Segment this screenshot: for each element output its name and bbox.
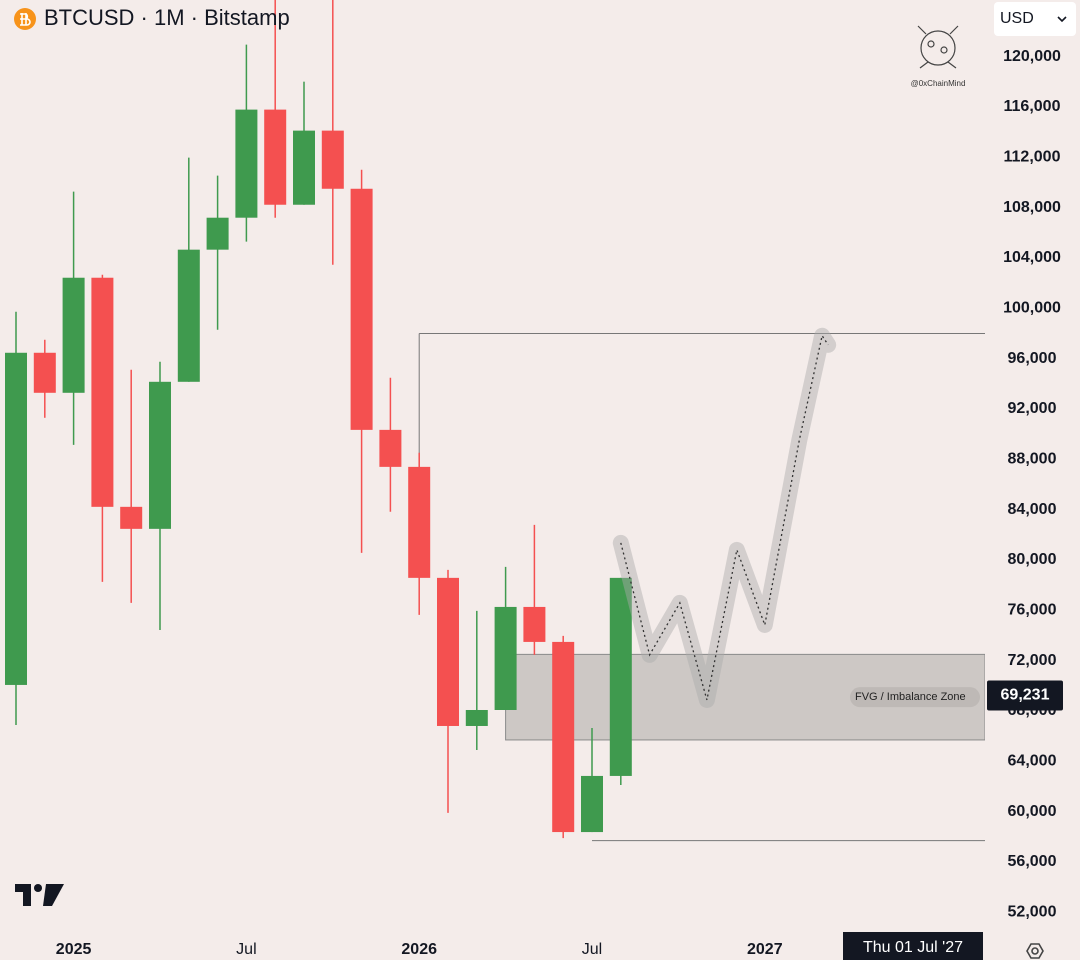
x-tick-label: Jul xyxy=(236,941,256,958)
candle-body xyxy=(91,277,114,507)
last-price-box xyxy=(987,680,1063,711)
watermark-logo xyxy=(917,25,959,69)
candle-body xyxy=(494,606,517,710)
settings-icon[interactable] xyxy=(1026,943,1044,959)
projection-path xyxy=(620,334,829,701)
bitcoin-glyph xyxy=(20,13,31,26)
candle-body xyxy=(523,606,546,642)
y-tick-label: 112,000 xyxy=(1004,149,1061,166)
y-tick-label: 60,000 xyxy=(1008,803,1057,820)
x-tick-label: 2025 xyxy=(56,941,92,958)
candle-body xyxy=(235,109,258,218)
y-tick-label: 108,000 xyxy=(1003,199,1061,216)
candle-body xyxy=(379,429,402,467)
y-tick-label: 72,000 xyxy=(1008,652,1057,669)
candle-body xyxy=(264,109,287,205)
candle-body xyxy=(62,277,85,393)
y-tick-label: 56,000 xyxy=(1008,853,1057,870)
y-tick-label: 76,000 xyxy=(1008,602,1057,619)
candle-body xyxy=(437,577,459,726)
zone-label: FVG / Imbalance Zone xyxy=(855,691,966,703)
candle-body xyxy=(206,217,229,250)
candle-body xyxy=(293,130,315,205)
candle-body xyxy=(552,641,575,833)
chart-title: BTCUSD · 1M · Bitstamp xyxy=(44,5,290,30)
candle-body xyxy=(321,130,344,189)
x-tick-label: Jul xyxy=(582,941,602,958)
x-tick-label: 2027 xyxy=(747,941,783,958)
y-tick-label: 100,000 xyxy=(1003,300,1061,317)
candle-body xyxy=(33,352,56,393)
y-tick-label: 116,000 xyxy=(1004,98,1061,115)
candle-body xyxy=(177,249,200,382)
zone-label-bg xyxy=(850,687,980,708)
currency-selector[interactable] xyxy=(994,2,1076,36)
y-tick-label: 96,000 xyxy=(1008,350,1057,367)
candle-body xyxy=(465,709,488,726)
plot-area xyxy=(5,0,985,842)
x-tick-label: 2026 xyxy=(401,941,437,958)
currency-label[interactable]: USD xyxy=(1000,10,1034,27)
y-tick-label: 84,000 xyxy=(1008,501,1057,518)
y-tick-label: 80,000 xyxy=(1008,551,1057,568)
y-tick-label: 88,000 xyxy=(1008,451,1057,468)
y-tick-label: 120,000 xyxy=(1003,48,1061,65)
candle-body xyxy=(581,775,603,833)
projection-shadow xyxy=(612,327,837,708)
y-tick-label: 104,000 xyxy=(1003,249,1061,266)
y-tick-label: 92,000 xyxy=(1008,400,1057,417)
dropdown-arrow[interactable] xyxy=(1057,16,1067,23)
candle-body xyxy=(408,466,431,578)
candle-body xyxy=(609,577,632,776)
candle-body xyxy=(350,188,373,430)
y-tick-label: 64,000 xyxy=(1008,753,1057,770)
crosshair-date: Thu 01 Jul '27 xyxy=(863,939,963,956)
candle-body xyxy=(149,381,171,529)
candle-body xyxy=(5,352,27,685)
tradingview-logo xyxy=(15,884,64,906)
crosshair-date-box xyxy=(843,932,983,960)
y-tick-label: 52,000 xyxy=(1008,904,1057,921)
last-price-label: 69,231 xyxy=(1001,687,1050,704)
candle-body xyxy=(120,506,143,529)
watermark-text: @0xChainMind xyxy=(911,79,966,88)
